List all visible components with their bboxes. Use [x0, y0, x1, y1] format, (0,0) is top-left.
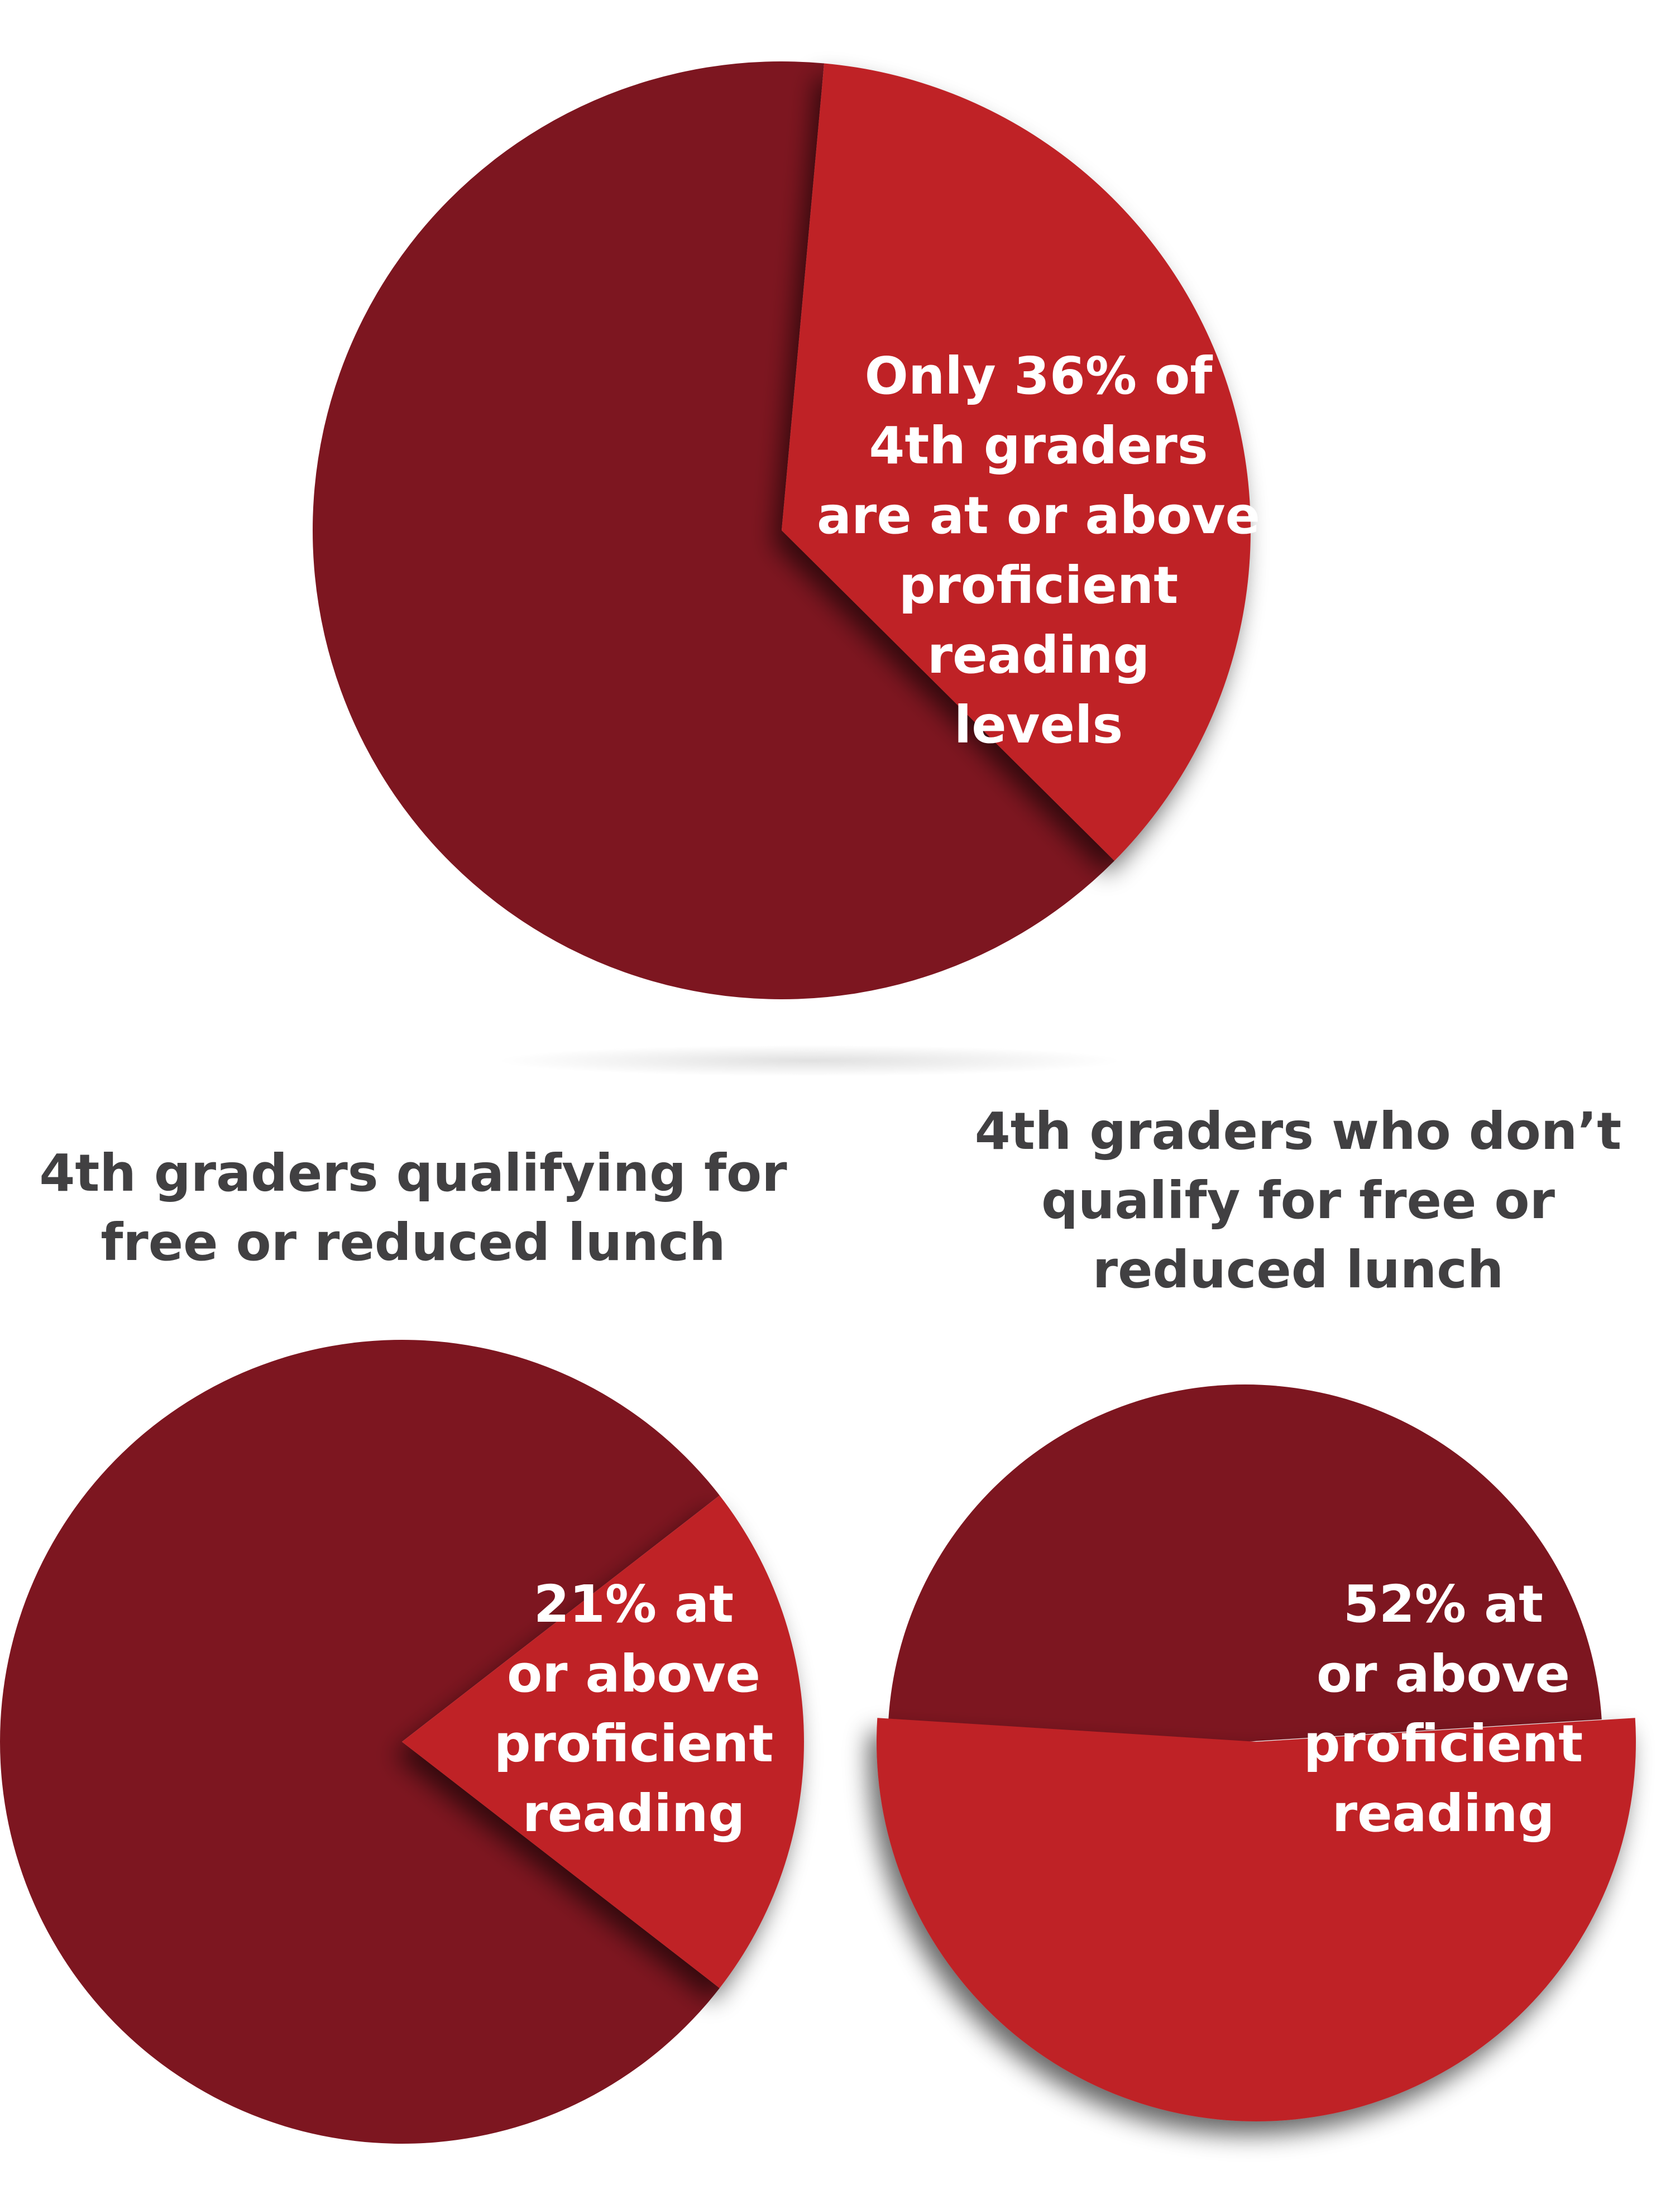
pie-3-label-line: 52% at — [1343, 1574, 1543, 1634]
pie-2-label-line: or above — [507, 1644, 760, 1704]
pie-1-remainder-slice — [313, 61, 1115, 999]
pie-1-label-line: proficient — [899, 555, 1179, 615]
pie-2-label-line: reading — [523, 1784, 745, 1843]
pie-3-title: 4th graders who don’t qualify for free o… — [974, 1101, 1622, 1300]
pie-1-label-line: reading — [927, 625, 1150, 685]
pie-2-label-line: 21% at — [534, 1574, 734, 1634]
pie-3-label-line: proficient — [1304, 1714, 1583, 1774]
pie-3-highlight-slice — [877, 1718, 1636, 2121]
pie-3-label-line: reading — [1332, 1784, 1555, 1843]
pie-1-highlight-slice — [782, 63, 1251, 861]
pie-1-label-line: Only 36% of — [865, 346, 1213, 406]
pie-1-slice-label: Only 36% of 4th graders are at or above pro… — [817, 346, 1260, 755]
pie-1-label-line: levels — [954, 695, 1123, 755]
pie-1-label-line: 4th graders — [869, 416, 1208, 476]
pie-2-label-line: proficient — [494, 1714, 774, 1774]
pie-2-highlight-slice — [402, 1495, 804, 1989]
pie-1-label-line: are at or above — [817, 486, 1260, 545]
pie-3-label-line: or above — [1317, 1644, 1570, 1704]
pie-2-title: 4th graders qualifying for free or reduc… — [39, 1143, 787, 1272]
pie-2: 21% at or above proficient reading — [0, 1340, 804, 2144]
pie-2-remainder-slice — [0, 1340, 720, 2144]
pie-1-floor-shadow — [497, 1045, 1122, 1076]
pie-2-slice-label: 21% at or above proficient reading — [494, 1574, 774, 1843]
pie-3-remainder-slice — [888, 1384, 1602, 1742]
pie-1: Only 36% of 4th graders are at or above pro… — [313, 61, 1260, 999]
pie-3-slice-label: 52% at or above proficient reading — [1304, 1574, 1583, 1843]
pie-3: 52% at or above proficient reading — [877, 1384, 1636, 2121]
